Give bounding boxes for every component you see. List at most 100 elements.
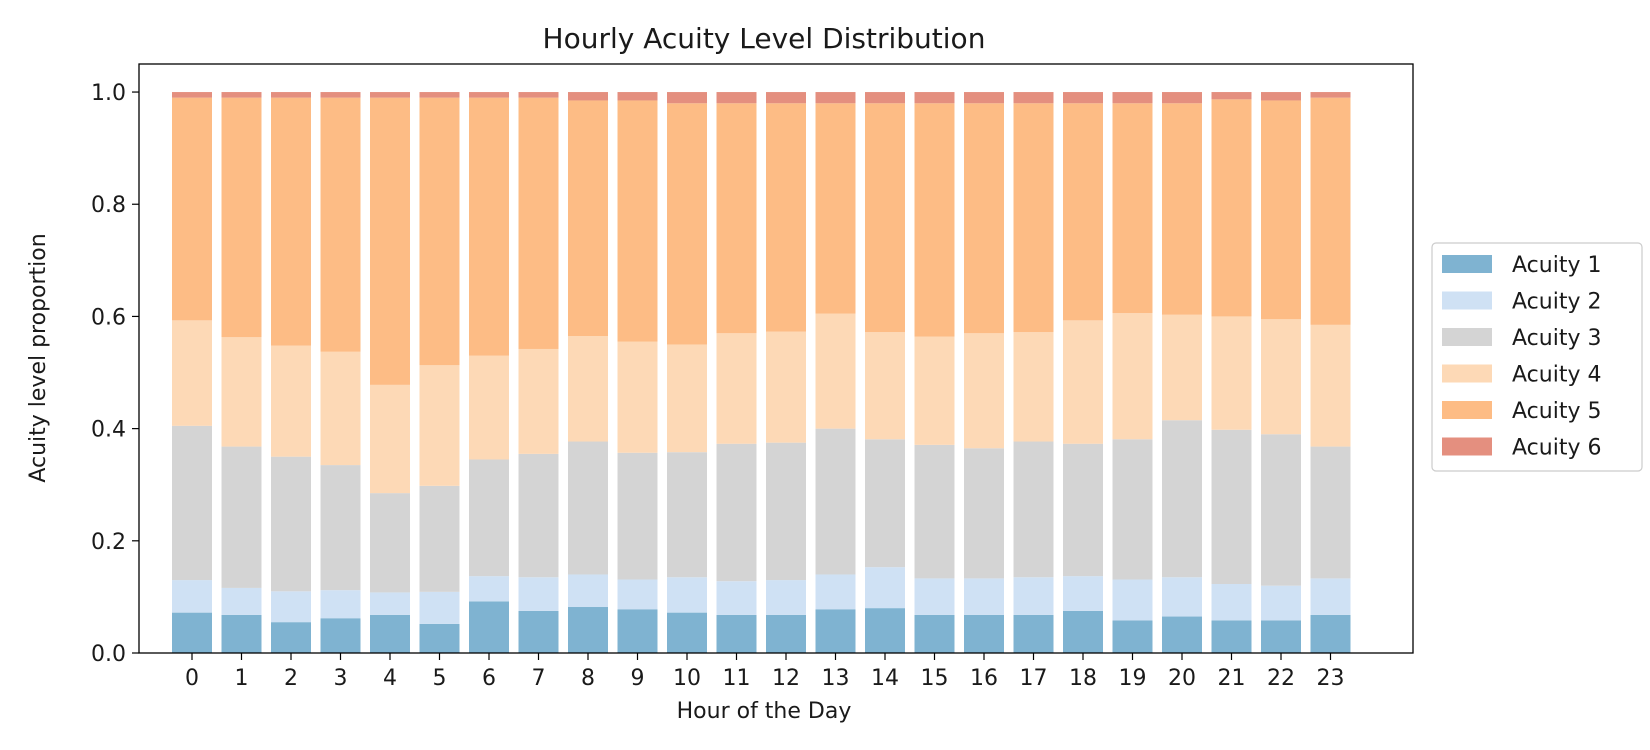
bar-hour-16-acuity-1 (964, 614, 1004, 653)
y-tick-label: 0.6 (91, 305, 126, 330)
bar-hour-17-acuity-5 (1013, 103, 1054, 333)
bar-hour-20-acuity-4 (1162, 314, 1202, 421)
bar-hour-18-acuity-4 (1063, 320, 1103, 444)
bar-hour-5-acuity-6 (419, 92, 460, 98)
bar-hour-23-acuity-2 (1310, 578, 1351, 615)
bar-hour-8-acuity-3 (568, 441, 608, 575)
bar-hour-6-acuity-5 (469, 97, 509, 356)
legend-swatch-acuity-1 (1442, 255, 1492, 273)
x-tick-label: 3 (334, 666, 348, 691)
x-axis-label: Hour of the Day (677, 699, 852, 724)
bar-hour-4-acuity-4 (370, 384, 410, 494)
bar-hour-14-acuity-5 (865, 103, 905, 333)
chart-title: Hourly Acuity Level Distribution (543, 22, 986, 55)
legend-swatch-acuity-5 (1442, 401, 1492, 419)
bar-hour-8-acuity-6 (568, 92, 608, 101)
bar-hour-22-acuity-1 (1261, 620, 1301, 653)
y-tick-label: 0.0 (91, 642, 126, 667)
x-tick-label: 6 (482, 666, 496, 691)
x-tick-label: 9 (631, 666, 645, 691)
bar-hour-5-acuity-1 (419, 623, 460, 653)
bar-hour-3-acuity-4 (320, 351, 361, 466)
x-tick-label: 17 (1020, 666, 1048, 691)
bar-hour-0-acuity-6 (172, 92, 212, 98)
bar-hour-2-acuity-2 (271, 591, 311, 623)
bar-hour-12-acuity-5 (766, 103, 806, 332)
bar-hour-8-acuity-2 (568, 574, 608, 608)
x-tick-label: 0 (185, 666, 199, 691)
bar-hour-9-acuity-5 (617, 100, 658, 342)
bar-hour-15-acuity-1 (914, 614, 955, 653)
bar-hour-12-acuity-1 (766, 614, 806, 653)
x-tick-label: 14 (871, 666, 899, 691)
bar-hour-3-acuity-6 (320, 92, 361, 98)
bar-hour-10-acuity-4 (667, 344, 707, 453)
bar-hour-3-acuity-1 (320, 618, 361, 653)
bar-hour-9-acuity-3 (617, 452, 658, 580)
bar-hour-23-acuity-5 (1310, 97, 1351, 325)
bar-hour-4-acuity-3 (370, 493, 410, 593)
bar-hour-6-acuity-6 (469, 92, 509, 98)
bar-hour-19-acuity-4 (1112, 313, 1153, 440)
bar-hour-0-acuity-3 (172, 425, 212, 581)
bar-hour-0-acuity-1 (172, 612, 212, 653)
bar-hour-13-acuity-5 (815, 103, 856, 314)
bar-hour-11-acuity-6 (716, 92, 757, 104)
bar-hour-17-acuity-6 (1013, 92, 1054, 104)
bar-hour-23-acuity-4 (1310, 324, 1351, 447)
bar-hour-5-acuity-4 (419, 365, 460, 486)
bar-hour-0-acuity-2 (172, 580, 212, 613)
x-tick-label: 19 (1119, 666, 1147, 691)
bar-hour-20-acuity-2 (1162, 577, 1202, 617)
bar-hour-2-acuity-6 (271, 92, 311, 98)
bar-hour-4-acuity-2 (370, 592, 410, 615)
x-tick-label: 8 (581, 666, 595, 691)
legend-swatch-acuity-2 (1442, 291, 1492, 310)
bar-hour-0-acuity-4 (172, 320, 212, 426)
legend-swatch-acuity-3 (1442, 328, 1492, 346)
bar-hour-7-acuity-3 (518, 453, 559, 578)
bar-hour-4-acuity-1 (370, 614, 410, 653)
bar-hour-19-acuity-5 (1112, 103, 1153, 314)
bar-hour-13-acuity-6 (815, 92, 856, 104)
bar-hour-12-acuity-2 (766, 580, 806, 615)
bar-hour-16-acuity-3 (964, 448, 1004, 579)
bar-hour-13-acuity-3 (815, 428, 856, 575)
bar-hour-1-acuity-2 (221, 587, 262, 615)
bar-hour-2-acuity-3 (271, 456, 311, 592)
bar-hour-17-acuity-1 (1013, 614, 1054, 653)
bar-hour-15-acuity-4 (914, 336, 955, 445)
bar-hour-1-acuity-4 (221, 337, 262, 447)
bar-hour-14-acuity-3 (865, 439, 905, 568)
x-tick-label: 16 (970, 666, 998, 691)
bar-hour-0-acuity-5 (172, 97, 212, 321)
bar-hour-8-acuity-4 (568, 336, 608, 442)
legend-label-acuity-1: Acuity 1 (1512, 253, 1601, 278)
y-axis-label: Acuity level proportion (26, 233, 51, 482)
bar-hour-10-acuity-2 (667, 577, 707, 613)
bar-hour-15-acuity-5 (914, 103, 955, 337)
bar-hour-18-acuity-6 (1063, 92, 1103, 104)
bar-hour-22-acuity-4 (1261, 319, 1301, 435)
bar-hour-23-acuity-1 (1310, 614, 1351, 653)
bar-hour-19-acuity-2 (1112, 579, 1153, 621)
bar-hour-4-acuity-5 (370, 97, 410, 385)
bar-hour-5-acuity-2 (419, 591, 460, 624)
x-tick-label: 23 (1317, 666, 1345, 691)
bar-hour-13-acuity-4 (815, 313, 856, 429)
bar-hour-23-acuity-3 (1310, 446, 1351, 579)
x-tick-label: 1 (235, 666, 249, 691)
y-tick-label: 0.2 (91, 530, 126, 555)
bar-hour-8-acuity-1 (568, 607, 608, 653)
bar-hour-16-acuity-6 (964, 92, 1004, 104)
bar-hour-12-acuity-6 (766, 92, 806, 104)
bar-hour-7-acuity-4 (518, 348, 559, 454)
bar-hour-21-acuity-3 (1211, 429, 1252, 584)
bar-hour-8-acuity-5 (568, 100, 608, 337)
bar-hour-10-acuity-3 (667, 452, 707, 578)
bar-hour-9-acuity-6 (617, 92, 658, 101)
bar-hour-1-acuity-5 (221, 97, 262, 338)
bar-hour-19-acuity-1 (1112, 620, 1153, 653)
bar-hour-17-acuity-2 (1013, 577, 1054, 615)
bar-hour-7-acuity-5 (518, 97, 559, 349)
